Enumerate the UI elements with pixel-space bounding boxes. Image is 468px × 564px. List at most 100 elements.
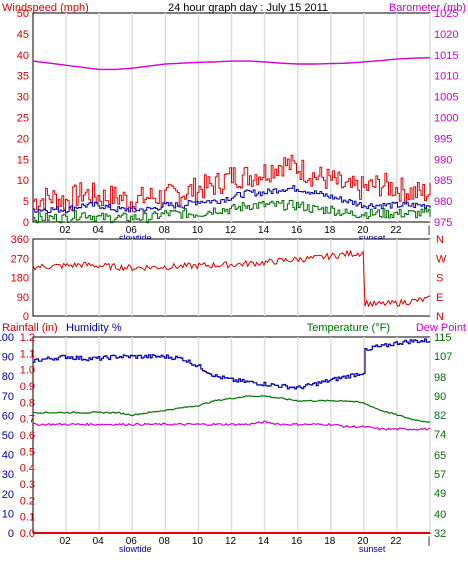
barometer-tick-label: 985 — [434, 175, 452, 187]
humidity-tick-label: 90 — [2, 352, 14, 364]
windspeed-tick-label: 15 — [17, 154, 29, 166]
x-tick-label: 20 — [357, 536, 369, 547]
rainfall-tick-label: 0.5 — [20, 446, 35, 458]
barometer-tick-label: 1025 — [434, 8, 458, 20]
temperature-tick-label: 98 — [434, 372, 446, 384]
x-tick-label: | — [428, 225, 431, 236]
windspeed-tick-label: 0 — [23, 217, 29, 229]
x-tick-label: 16 — [291, 536, 303, 547]
temperature-tick-label: 57 — [434, 469, 446, 481]
x-tick-label: 02 — [60, 225, 72, 236]
barometer-tick-label: 995 — [434, 133, 452, 145]
humidity-tick-label: 70 — [2, 391, 14, 403]
windspeed-tick-label: 45 — [17, 29, 29, 41]
dewpoint-axis-title: Dew Point — [416, 322, 466, 334]
windspeed-tick-label: 20 — [17, 133, 29, 145]
x-tick-label: 18 — [324, 536, 336, 547]
rainfall-axis-title: Rainfall (in) — [2, 322, 58, 334]
humidity-tick-label: 50 — [2, 430, 14, 442]
x-tick-label: 20 — [357, 225, 369, 236]
direction-tick-label: 180 — [11, 273, 29, 285]
x-tick-label: 04 — [93, 225, 105, 236]
compass-tick-label: N — [436, 311, 444, 323]
series-wind-gust — [33, 154, 431, 213]
humidity-tick-label: 40 — [2, 450, 14, 462]
humidity-tick-label: 30 — [2, 469, 14, 481]
rainfall-tick-label: 0.2 — [20, 495, 35, 507]
barometer-tick-label: 1015 — [434, 50, 458, 62]
barometer-tick-label: 1010 — [434, 71, 458, 83]
series-humidity — [33, 338, 431, 390]
x-tick-label: 06 — [126, 225, 138, 236]
x-tick-label: 14 — [258, 536, 270, 547]
windspeed-tick-label: 30 — [17, 92, 29, 104]
direction-tick-label: 90 — [17, 292, 29, 304]
temperature-tick-label: 107 — [434, 351, 452, 363]
humidity-tick-label: 100 — [0, 332, 14, 344]
windspeed-tick-label: 35 — [17, 71, 29, 83]
barometer-tick-label: 1005 — [434, 92, 458, 104]
temperature-tick-label: 115 — [434, 332, 452, 344]
direction-tick-label: 270 — [11, 253, 29, 265]
x-tick-label: 10 — [192, 536, 204, 547]
barometer-axis-title: Barometer (mb) — [389, 2, 466, 14]
direction-tick-label: 0 — [23, 311, 29, 323]
series-average-wind — [33, 185, 431, 214]
windspeed-tick-label: 25 — [17, 113, 29, 125]
rainfall-tick-label: 0.9 — [20, 381, 35, 393]
temperature-tick-label: 90 — [434, 391, 446, 403]
x-tick-label: 08 — [159, 536, 171, 547]
compass-tick-label: N — [436, 234, 444, 246]
x-tick-label: | — [428, 536, 431, 547]
rainfall-tick-label: 1.2 — [20, 332, 35, 344]
x-tick-label: 08 — [159, 225, 171, 236]
x-annotation-label: slowtide — [119, 544, 152, 554]
x-tick-label: 18 — [324, 225, 336, 236]
x-tick-label: 22 — [390, 225, 402, 236]
windspeed-axis-title: Windspeed (mph) — [2, 2, 89, 14]
barometer-tick-label: 980 — [434, 196, 452, 208]
x-tick-label: 12 — [225, 536, 237, 547]
humidity-tick-label: 0 — [8, 528, 14, 540]
humidity-tick-label: 80 — [2, 371, 14, 383]
barometer-tick-label: 1020 — [434, 29, 458, 41]
humidity-axis-title: Humidity % — [66, 322, 122, 334]
temperature-tick-label: 40 — [434, 509, 446, 521]
direction-tick-label: 360 — [11, 234, 29, 246]
rainfall-tick-label: 0.1 — [20, 512, 35, 524]
rainfall-tick-label: 0.4 — [20, 463, 35, 475]
temperature-tick-label: 74 — [434, 429, 446, 441]
rainfall-tick-label: 0.0 — [20, 528, 35, 540]
barometer-tick-label: 975 — [434, 217, 452, 229]
x-tick-label: 04 — [93, 536, 105, 547]
x-tick-label: 02 — [60, 536, 72, 547]
windspeed-tick-label: 10 — [17, 175, 29, 187]
windspeed-tick-label: 5 — [23, 196, 29, 208]
series-wind-direction — [32, 249, 431, 308]
x-tick-label: 22 — [390, 536, 402, 547]
humidity-tick-label: 20 — [2, 489, 14, 501]
compass-tick-label: E — [436, 292, 443, 304]
compass-tick-label: W — [436, 253, 447, 265]
x-tick-label: 10 — [192, 225, 204, 236]
x-tick-label: 14 — [258, 225, 270, 236]
rainfall-tick-label: 0.8 — [20, 397, 35, 409]
x-tick-label: 12 — [225, 225, 237, 236]
rainfall-tick-label: 1.0 — [20, 365, 35, 377]
rainfall-tick-label: 0.7 — [20, 414, 35, 426]
series-temperature — [32, 395, 431, 423]
x-tick-label: 16 — [291, 225, 303, 236]
windspeed-tick-label: 50 — [17, 8, 29, 20]
compass-tick-label: S — [436, 273, 443, 285]
x-annotation-label: sunset — [359, 233, 386, 243]
barometer-tick-label: 1000 — [434, 113, 458, 125]
x-annotation-label: sunset — [359, 544, 386, 554]
humidity-tick-label: 60 — [2, 410, 14, 422]
chart-title: 24 hour graph day : July 15 2011 — [168, 2, 328, 14]
rainfall-tick-label: 0.3 — [20, 479, 35, 491]
barometer-tick-label: 990 — [434, 154, 452, 166]
windspeed-tick-label: 40 — [17, 50, 29, 62]
series-wind-min — [33, 199, 431, 224]
